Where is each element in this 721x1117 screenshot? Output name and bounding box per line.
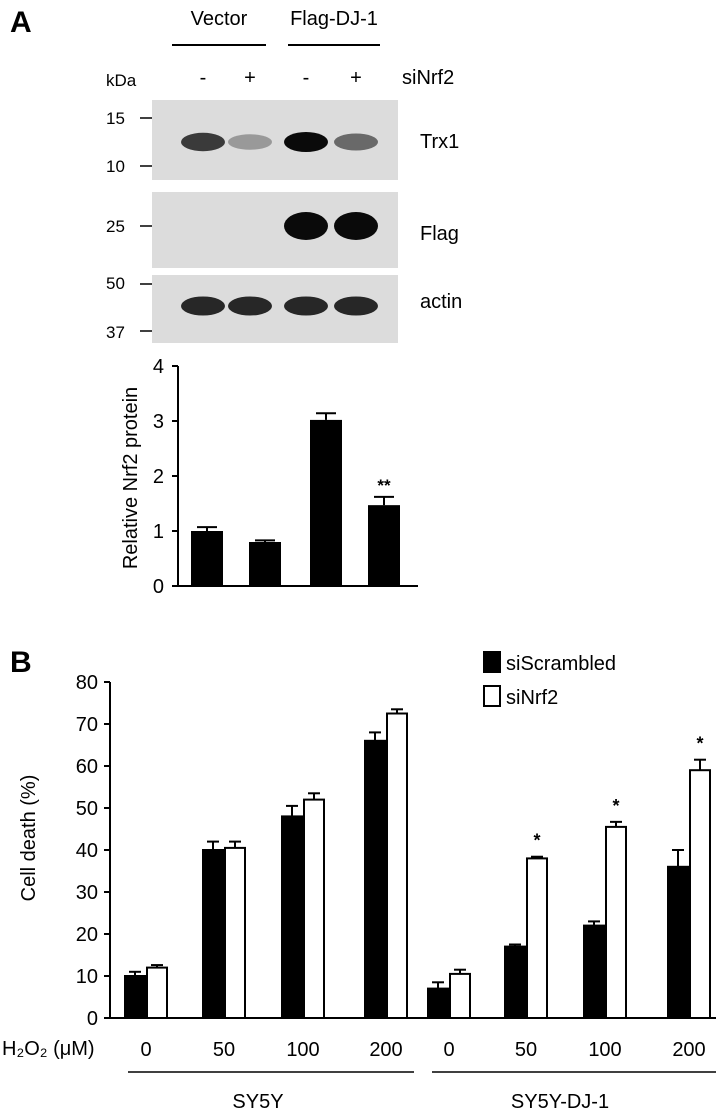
lane-sign-1: - [200, 67, 207, 89]
y-tick-label: 0 [87, 1008, 98, 1030]
blot-band [284, 132, 328, 152]
group-label-vector: Vector [191, 8, 248, 30]
y-tick-label: 1 [153, 521, 164, 543]
bar-sinrf2 [224, 846, 246, 1020]
x-tick-label: 50 [515, 1039, 537, 1061]
x-tick-label: 200 [369, 1039, 402, 1061]
marker-50: 50 [106, 274, 125, 293]
legend-label: siScrambled [506, 653, 616, 675]
bar-sinrf2 [605, 825, 627, 1020]
bar-siscrambled [504, 945, 526, 1019]
y-tick-label: 0 [153, 576, 164, 598]
blot-band [181, 132, 225, 152]
blot-flag: 25 Flag [106, 192, 459, 268]
significance-marker: * [612, 796, 619, 816]
bar-sinrf2 [689, 769, 711, 1020]
blot-trx1: 15 10 Trx1 [106, 100, 459, 180]
lane-sign-2: + [244, 67, 256, 89]
x-tick-label: 50 [213, 1039, 235, 1061]
group-label-flag-dj1: Flag-DJ-1 [290, 8, 378, 30]
x-tick-label: 100 [588, 1039, 621, 1061]
bar-siscrambled [364, 739, 386, 1019]
sirna-label: siNrf2 [402, 67, 454, 89]
blot-label-flag: Flag [420, 223, 459, 245]
marker-25: 25 [106, 217, 125, 236]
legend-swatch [483, 685, 501, 707]
bar-siscrambled [583, 924, 605, 1019]
lane-sign-3: - [303, 67, 310, 89]
blot-band [334, 133, 378, 151]
blot-actin: 50 37 actin [106, 274, 462, 343]
bar-siscrambled [281, 815, 303, 1020]
y-tick-label: 50 [76, 798, 98, 820]
bar [249, 542, 281, 586]
band-group [181, 296, 378, 316]
marker-15: 15 [106, 109, 125, 128]
blot-band [284, 296, 328, 316]
panel-a-letter: A [10, 6, 32, 39]
group-label-sy5y-dj1: SY5Y-DJ-1 [511, 1091, 609, 1113]
blot-band [181, 296, 225, 316]
y-tick-label: 80 [76, 672, 98, 694]
legend-label: siNrf2 [506, 687, 558, 709]
chart-b-cell-death: Cell death (%) 0 10 20 30 40 50 60 70 80 0 50 100 2… [2, 651, 716, 1113]
y-tick-label: 3 [153, 411, 164, 433]
group-label-sy5y: SY5Y [232, 1091, 283, 1113]
panel-b-letter: B [10, 646, 32, 679]
bar [191, 531, 223, 586]
chart-b-marks: 0 50 100 200 0 * 50 * 100 * 200 [124, 708, 711, 1061]
chart-a-ylabel: Relative Nrf2 protein [120, 387, 142, 569]
bar-sinrf2 [449, 972, 471, 1020]
blot-band [284, 212, 328, 240]
bar [368, 505, 400, 586]
chart-a-axes: 0 1 2 3 4 [153, 356, 418, 598]
y-tick-label: 20 [76, 924, 98, 946]
y-tick-label: 4 [153, 356, 164, 378]
x-tick-label: 0 [443, 1039, 454, 1061]
bar-siscrambled [667, 865, 689, 1019]
chart-a-marks: ** [191, 412, 400, 586]
blot-label-actin: actin [420, 291, 462, 313]
bar-sinrf2 [146, 966, 168, 1019]
lane-sign-4: + [350, 67, 362, 89]
bar-sinrf2 [526, 857, 548, 1020]
bar-sinrf2 [303, 798, 325, 1019]
y-tick-label: 30 [76, 882, 98, 904]
significance-marker: * [533, 831, 540, 851]
y-tick-label: 10 [76, 966, 98, 988]
chart-b-legend: siScrambled siNrf2 [483, 651, 616, 709]
kda-label: kDa [106, 71, 137, 90]
blot-band [228, 134, 272, 150]
marker-37: 37 [106, 323, 125, 342]
bar-siscrambled [124, 975, 146, 1019]
y-tick-label: 70 [76, 714, 98, 736]
y-tick-label: 60 [76, 756, 98, 778]
blot-label-trx1: Trx1 [420, 131, 459, 153]
legend-swatch [483, 651, 501, 673]
x-tick-label: 0 [140, 1039, 151, 1061]
treatment-label: H₂O₂ (μM) [2, 1038, 95, 1060]
bar [310, 419, 342, 586]
significance-marker: * [696, 734, 703, 754]
bar-siscrambled [427, 987, 449, 1019]
significance-marker: ** [377, 476, 391, 495]
x-tick-label: 100 [286, 1039, 319, 1061]
blot-band [334, 296, 378, 316]
x-tick-label: 200 [672, 1039, 705, 1061]
marker-10: 10 [106, 157, 125, 176]
chart-b-ylabel: Cell death (%) [18, 775, 40, 902]
blot-band [228, 296, 272, 316]
y-tick-label: 40 [76, 840, 98, 862]
bar-siscrambled [202, 849, 224, 1019]
y-tick-label: 2 [153, 466, 164, 488]
band-group [181, 132, 378, 152]
bar-sinrf2 [386, 712, 408, 1019]
blot-band [334, 212, 378, 240]
band-group [284, 212, 378, 240]
chart-a-relative-nrf2: Relative Nrf2 protein 0 1 2 3 4 ** [120, 356, 418, 598]
